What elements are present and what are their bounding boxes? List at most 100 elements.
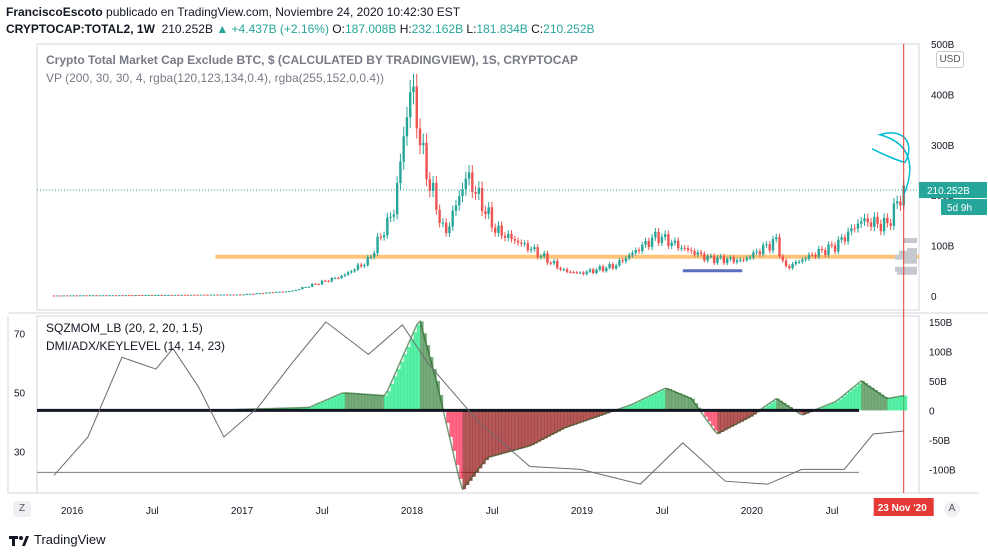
momentum-bar	[854, 386, 859, 411]
momentum-bar	[704, 410, 708, 417]
ohlc-key-2: L:	[466, 22, 477, 36]
momentum-bar	[707, 410, 712, 422]
last-price-tag	[919, 182, 987, 199]
candle-body	[467, 172, 471, 179]
momentum-bar	[743, 410, 748, 421]
zoom-button[interactable]: Z	[13, 501, 31, 517]
momentum-bar	[638, 401, 643, 411]
cursor-date-tag	[873, 498, 934, 516]
ohlc-value-3: 210.252B	[543, 22, 595, 36]
right-axis-tick: -100B	[929, 465, 956, 476]
candle-body	[294, 289, 298, 291]
momentum-bar	[344, 392, 349, 411]
momentum-bar	[861, 380, 865, 411]
candle-body	[239, 294, 242, 296]
momentum-bar	[733, 410, 738, 426]
candle-body	[458, 196, 461, 206]
candle-body	[78, 295, 82, 297]
momentum-bar	[550, 410, 555, 435]
candle-body	[497, 225, 500, 233]
candle-body	[696, 252, 700, 255]
candle-body	[667, 234, 670, 247]
volume-profile-bar	[899, 250, 917, 256]
candle-body	[559, 268, 562, 270]
momentum-bar	[514, 410, 519, 450]
candle-body	[418, 128, 422, 146]
candle-body	[82, 295, 85, 297]
candle-body	[830, 244, 834, 246]
momentum-bar	[727, 410, 731, 429]
x-tick-label: Jul	[146, 506, 159, 517]
candle-body	[281, 291, 284, 293]
candle-body	[627, 255, 631, 259]
candle-body	[297, 289, 301, 291]
candle-body	[137, 295, 141, 297]
ohlc-value-1: 232.162B	[411, 22, 467, 36]
candle-body	[72, 295, 75, 297]
candle-body	[454, 205, 458, 211]
momentum-bar	[890, 397, 895, 411]
momentum-bar	[436, 380, 440, 411]
candle-body	[490, 207, 494, 228]
currency-button[interactable]: USD	[936, 51, 964, 68]
candle-body	[775, 237, 778, 240]
momentum-bar	[511, 410, 516, 451]
momentum-bar	[880, 394, 885, 411]
candle-body	[405, 117, 409, 137]
candle-body	[895, 201, 899, 204]
momentum-bar	[782, 402, 787, 411]
momentum-bar	[835, 401, 839, 411]
candle-body	[726, 258, 729, 264]
candle-body	[114, 295, 118, 297]
candle-body	[98, 295, 101, 297]
author-name[interactable]: FranciscoEscoto	[6, 5, 103, 19]
candle-body	[366, 257, 369, 266]
momentum-bar	[887, 398, 891, 411]
momentum-bar	[371, 394, 375, 411]
candle-body	[154, 294, 157, 296]
candle-body	[186, 294, 190, 296]
momentum-bar	[390, 383, 395, 411]
candle-body	[284, 291, 288, 293]
candle-body	[899, 201, 902, 206]
volume-profile-bar	[895, 266, 917, 272]
candle-body	[761, 245, 765, 255]
momentum-bar	[338, 394, 342, 411]
candle-body	[529, 249, 533, 251]
candle-body	[369, 256, 373, 258]
momentum-bar	[406, 346, 411, 411]
volume-profile-bar	[895, 254, 917, 260]
auto-scale-button[interactable]: A	[944, 501, 960, 517]
candle-body	[176, 294, 180, 296]
momentum-bar	[335, 396, 339, 411]
candle-body	[471, 172, 474, 192]
momentum-bar	[857, 383, 862, 411]
candle-body	[641, 244, 644, 252]
x-tick-label: Jul	[656, 506, 669, 517]
momentum-bar	[661, 389, 666, 411]
published-text: publicado en TradingView.com, Noviembre …	[106, 5, 461, 19]
momentum-bar	[557, 410, 561, 432]
momentum-bar	[786, 404, 790, 411]
candle-body	[173, 294, 177, 296]
tradingview-footer: TradingView	[8, 532, 106, 547]
candle-body	[595, 269, 598, 274]
momentum-bar	[740, 410, 744, 422]
momentum-bar	[603, 410, 607, 415]
momentum-bar	[665, 388, 669, 411]
candle-body	[562, 269, 566, 271]
candle-body	[226, 294, 229, 296]
candle-body	[255, 293, 258, 295]
momentum-bar	[508, 410, 512, 452]
candle-body	[621, 260, 624, 262]
candle-body	[500, 225, 503, 236]
candle-body	[588, 269, 592, 272]
momentum-bar	[374, 394, 378, 411]
dmi-adx-label: DMI/ADX/KEYLEVEL (14, 14, 23)	[46, 339, 225, 353]
candle-body	[712, 255, 716, 264]
momentum-bar	[903, 395, 908, 411]
candle-body	[425, 142, 428, 180]
momentum-bar	[563, 410, 568, 429]
cursor-date-text: 23 Nov '20	[878, 503, 928, 514]
